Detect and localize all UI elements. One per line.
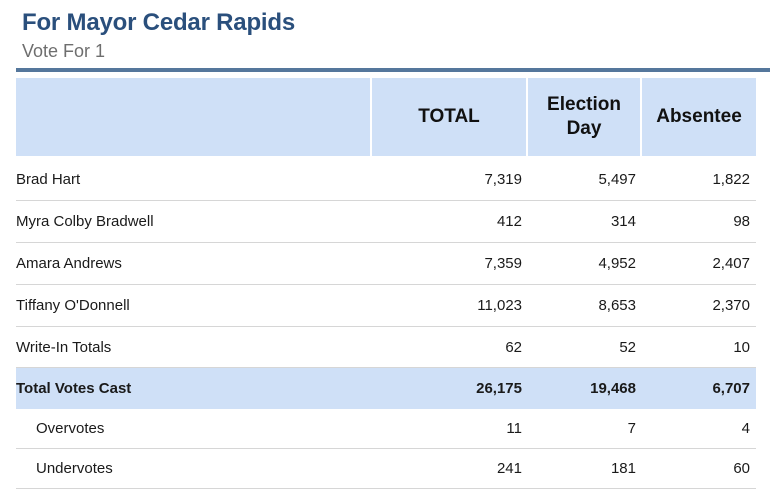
election-day-value: 4,952 bbox=[598, 255, 636, 272]
column-header-election-day: Election Day bbox=[528, 78, 640, 156]
row-label: Undervotes bbox=[36, 460, 113, 477]
candidate-name: Brad Hart bbox=[16, 171, 81, 188]
absentee-value: 98 bbox=[733, 213, 750, 230]
absentee-value: 2,407 bbox=[712, 255, 750, 272]
absentee-value: 4 bbox=[741, 420, 750, 437]
candidate-name: Amara Andrews bbox=[16, 255, 122, 272]
election-day-value: 5,497 bbox=[598, 171, 636, 188]
column-header-blank bbox=[16, 78, 370, 156]
total-value: 26,175 bbox=[476, 379, 522, 397]
election-day-value: 181 bbox=[610, 460, 636, 477]
column-header-total: TOTAL bbox=[372, 78, 526, 156]
election-day-value: 52 bbox=[619, 338, 636, 356]
table-row-undervotes: Undervotes 241 181 60 bbox=[16, 449, 756, 489]
total-value: 62 bbox=[505, 338, 522, 356]
page-subtitle: Vote For 1 bbox=[22, 41, 106, 61]
table-row-brad-hart: Brad Hart 7,319 5,497 1,822 bbox=[16, 159, 756, 201]
row-label: Overvotes bbox=[36, 420, 105, 437]
total-value: 7,319 bbox=[484, 171, 522, 188]
absentee-value: 1,822 bbox=[712, 171, 750, 188]
total-value: 7,359 bbox=[484, 255, 522, 272]
total-value: 11,023 bbox=[477, 297, 522, 314]
election-day-value: 314 bbox=[610, 213, 636, 230]
election-day-value: 8,653 bbox=[598, 297, 636, 314]
title-divider bbox=[16, 68, 770, 72]
row-label: Total Votes Cast bbox=[16, 379, 132, 397]
table-row-total-votes-cast: Total Votes Cast 26,175 19,468 6,707 bbox=[16, 368, 756, 409]
column-header-absentee: Absentee bbox=[642, 78, 756, 156]
absentee-value: 2,370 bbox=[712, 297, 750, 314]
table-row-amara-andrews: Amara Andrews 7,359 4,952 2,407 bbox=[16, 243, 756, 285]
page-title: For Mayor Cedar Rapids bbox=[22, 9, 295, 36]
total-value: 412 bbox=[496, 213, 522, 230]
candidate-name: Write-In Totals bbox=[16, 338, 112, 356]
candidate-name: Tiffany O'Donnell bbox=[16, 297, 130, 314]
table-row-myra-colby-bradwell: Myra Colby Bradwell 412 314 98 bbox=[16, 201, 756, 243]
absentee-value: 10 bbox=[733, 338, 750, 356]
candidate-name: Myra Colby Bradwell bbox=[16, 213, 154, 230]
absentee-value: 6,707 bbox=[712, 379, 750, 397]
election-day-value: 19,468 bbox=[590, 379, 636, 397]
election-day-value: 7 bbox=[627, 420, 636, 437]
absentee-value: 60 bbox=[733, 460, 750, 477]
total-value: 241 bbox=[496, 460, 522, 477]
total-value: 11 bbox=[506, 420, 522, 437]
table-row-overvotes: Overvotes 11 7 4 bbox=[16, 409, 756, 449]
table-row-write-in-totals: Write-In Totals 62 52 10 bbox=[16, 327, 756, 368]
table-row-tiffany-odonnell: Tiffany O'Donnell 11,023 8,653 2,370 bbox=[16, 285, 756, 327]
